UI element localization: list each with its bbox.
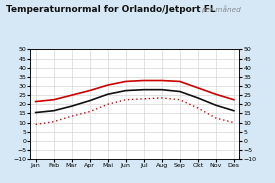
Text: per måned: per måned	[201, 5, 241, 13]
Text: Temperaturnormal for Orlando/Jetport FL: Temperaturnormal for Orlando/Jetport FL	[6, 5, 215, 14]
